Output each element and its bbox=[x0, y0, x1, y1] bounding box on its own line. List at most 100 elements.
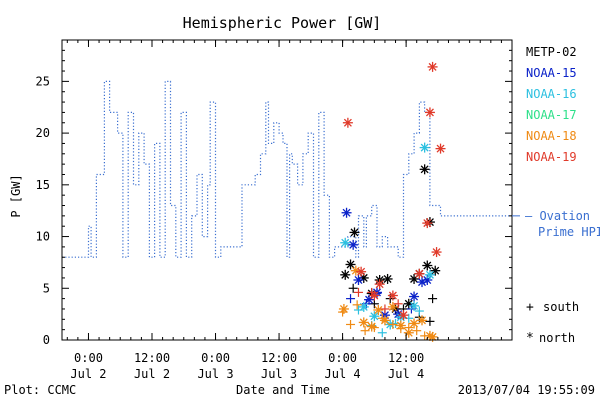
marker-stroke bbox=[396, 321, 405, 330]
x-tick-time-label: 0:00 bbox=[328, 351, 357, 365]
marker-stroke bbox=[418, 316, 426, 325]
marker-stroke bbox=[425, 270, 434, 279]
marker-stroke bbox=[383, 274, 392, 283]
legend-layer: — Ovation Prime HPI METP-02 NOAA-15 NOAA-16 N… bbox=[512, 45, 600, 346]
metp-02-south-point bbox=[348, 283, 358, 293]
legend-south-symbol: + bbox=[526, 300, 534, 315]
noaa-19-north-point bbox=[369, 290, 380, 301]
y-tick-label: 10 bbox=[36, 230, 50, 244]
marker-stroke bbox=[432, 248, 441, 257]
metp-02-north-point bbox=[422, 260, 433, 271]
x-tick-time-label: 0:00 bbox=[74, 351, 103, 365]
noaa-18-south-point bbox=[346, 319, 356, 329]
noaa-19-north-point bbox=[431, 247, 442, 258]
legend-north-label: north bbox=[539, 331, 575, 345]
marker-stroke bbox=[420, 143, 429, 152]
marker-stroke bbox=[410, 319, 419, 328]
marker-stroke bbox=[420, 165, 429, 174]
noaa-15-north-point bbox=[348, 239, 359, 250]
noaa-19-north-point bbox=[374, 279, 385, 290]
marker-stroke bbox=[341, 238, 350, 247]
marker-stroke bbox=[370, 291, 379, 300]
noaa-19-north-point bbox=[356, 266, 367, 277]
metp-02-north-point bbox=[340, 269, 351, 280]
noaa-19-south-point bbox=[353, 287, 363, 297]
y-tick-label: 25 bbox=[36, 74, 50, 88]
legend-entry-noaa-17: NOAA-17 bbox=[526, 108, 577, 122]
x-tick-date-label: Jul 2 bbox=[70, 367, 106, 381]
metp-02-north-point bbox=[382, 273, 393, 284]
noaa-15-north-point bbox=[364, 294, 375, 305]
marker-stroke bbox=[354, 276, 363, 284]
noaa-19-south-point bbox=[393, 299, 403, 309]
x-tick-time-label: 12:00 bbox=[261, 351, 297, 365]
noaa-15-south-point bbox=[346, 294, 356, 304]
legend-entry-noaa-19: NOAA-19 bbox=[526, 150, 577, 164]
y-tick-label: 5 bbox=[43, 281, 50, 295]
noaa-19-north-point bbox=[427, 61, 438, 72]
noaa-18-north-point bbox=[358, 317, 369, 328]
metp-02-north-point bbox=[349, 227, 360, 238]
noaa-16-north-point bbox=[409, 300, 420, 311]
noaa-18-north-point bbox=[403, 327, 414, 338]
noaa-18-north-point bbox=[417, 315, 427, 326]
marker-stroke bbox=[423, 219, 432, 228]
legend-entry-noaa-15: NOAA-15 bbox=[526, 66, 577, 80]
marker-stroke bbox=[423, 261, 432, 270]
marker-stroke bbox=[428, 62, 437, 71]
satellite-points-layer bbox=[338, 61, 446, 342]
noaa-15-north-point bbox=[409, 291, 420, 302]
noaa-18-north-point bbox=[409, 318, 420, 329]
noaa-19-north-point bbox=[424, 107, 435, 118]
chart-title: Hemispheric Power [GW] bbox=[183, 14, 382, 32]
marker-stroke bbox=[410, 292, 419, 301]
marker-stroke bbox=[436, 144, 445, 153]
noaa-15-north-point bbox=[353, 275, 364, 285]
plot-frame bbox=[61, 39, 513, 341]
legend-north-symbol: * bbox=[526, 331, 534, 346]
marker-stroke bbox=[349, 240, 358, 249]
noaa-16-north-point bbox=[419, 142, 430, 153]
noaa-19-north-point bbox=[398, 310, 409, 321]
noaa-15-north-point bbox=[341, 207, 352, 218]
noaa-18-north-point bbox=[427, 331, 438, 342]
noaa-18-north-point bbox=[366, 321, 377, 332]
marker-stroke bbox=[365, 295, 374, 304]
noaa-19-north-point bbox=[435, 143, 446, 154]
noaa-16-south-point bbox=[414, 306, 424, 316]
y-tick-label: 0 bbox=[43, 333, 50, 347]
marker-stroke bbox=[410, 301, 419, 310]
ovation-label-line1: — Ovation bbox=[525, 209, 590, 223]
noaa-19-north-point bbox=[414, 268, 425, 279]
ovation-label-line2: Prime HPI bbox=[538, 225, 600, 239]
ovation-series-layer bbox=[62, 80, 512, 258]
marker-stroke bbox=[350, 228, 359, 237]
x-axis-label: Date and Time bbox=[236, 383, 330, 397]
noaa-18-north-point bbox=[395, 320, 406, 331]
marker-stroke bbox=[367, 322, 376, 331]
marker-stroke bbox=[346, 260, 355, 269]
marker-stroke bbox=[357, 267, 366, 276]
noaa-16-south-point bbox=[377, 328, 387, 338]
y-tick-label: 15 bbox=[36, 178, 50, 192]
metp-02-south-point bbox=[369, 299, 379, 309]
marker-stroke bbox=[359, 318, 368, 327]
noaa-18-south-point bbox=[352, 300, 362, 310]
marker-stroke bbox=[343, 118, 352, 127]
legend-entry-noaa-18: NOAA-18 bbox=[526, 129, 577, 143]
metp-02-south-point bbox=[428, 294, 438, 304]
legend-entry-metp-02: METP-02 bbox=[526, 45, 577, 59]
noaa-16-north-point bbox=[358, 301, 369, 312]
marker-stroke bbox=[374, 306, 383, 314]
marker-stroke bbox=[431, 266, 440, 275]
noaa-16-north-point bbox=[424, 269, 435, 280]
x-tick-time-label: 12:00 bbox=[388, 351, 424, 365]
noaa-16-north-point bbox=[369, 311, 380, 322]
marker-stroke bbox=[425, 108, 434, 117]
marker-stroke bbox=[380, 316, 389, 325]
noaa-18-south-point bbox=[412, 326, 422, 336]
x-tick-time-label: 0:00 bbox=[201, 351, 230, 365]
noaa-18-north-point bbox=[338, 303, 349, 314]
marker-stroke bbox=[359, 302, 368, 311]
metp-02-north-point bbox=[409, 273, 420, 284]
